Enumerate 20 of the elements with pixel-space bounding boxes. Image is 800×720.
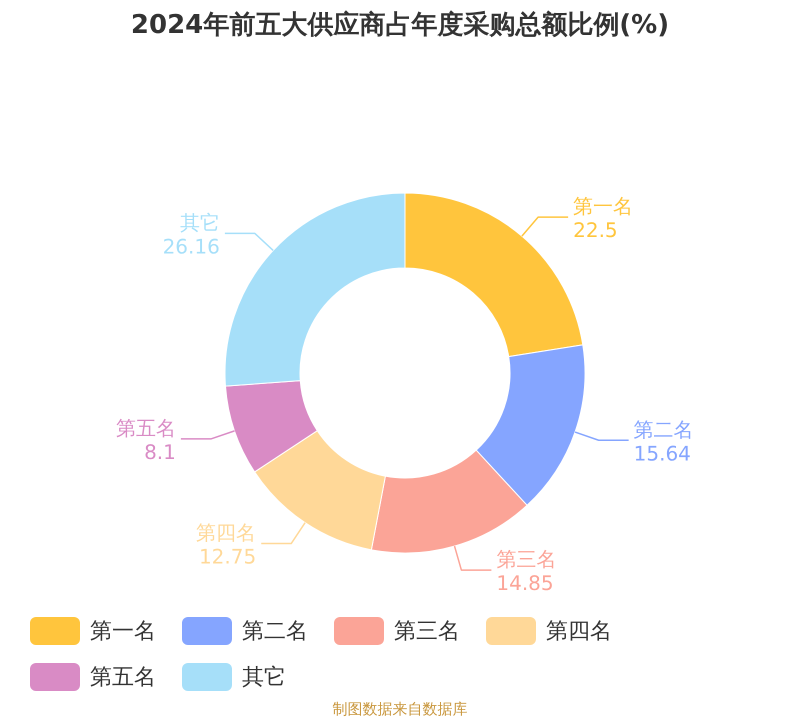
slice-label: 第三名 — [496, 547, 556, 572]
data-label: 22.5 — [573, 218, 618, 242]
legend-label: 第四名 — [546, 618, 612, 646]
data-label: 14.85 — [496, 571, 554, 596]
data-label: 12.75 — [198, 544, 256, 569]
legend-label: 第一名 — [90, 618, 156, 646]
legend-label: 第五名 — [90, 664, 156, 692]
slice-label: 第五名 — [116, 416, 176, 440]
data-label: 26.16 — [162, 234, 220, 258]
slice-label: 第二名 — [634, 417, 694, 442]
slice-label: 其它 — [180, 210, 220, 234]
data-label: 15.64 — [634, 441, 691, 466]
legend-label: 第三名 — [394, 618, 460, 646]
legend-label: 第二名 — [242, 618, 308, 646]
chart-title: 2024年前五大供应商占年度采购总额比例(%) — [130, 9, 670, 42]
legend-label: 其它 — [242, 664, 286, 692]
data-label: 8.1 — [144, 440, 176, 464]
slice-label: 第一名 — [573, 194, 634, 218]
text: 制图数据来自数据库 — [332, 700, 468, 719]
slice-label: 第四名 — [196, 520, 256, 545]
